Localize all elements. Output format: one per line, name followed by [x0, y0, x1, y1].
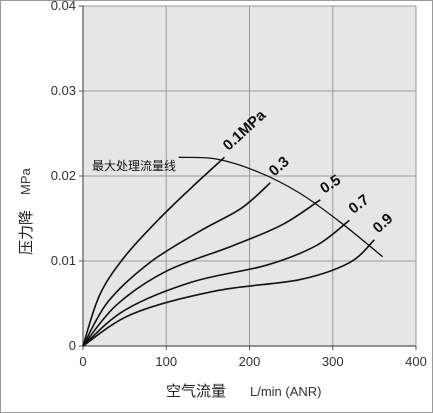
- max-flow-line: [178, 156, 384, 258]
- y-ticks: 0 0.01 0.02 0.03 0.04: [51, 0, 83, 353]
- series-line-1: [82, 182, 271, 347]
- series-line-2: [82, 199, 321, 347]
- y-axis-unit: MPa: [18, 168, 33, 196]
- y-tick-label: 0.04: [51, 0, 76, 13]
- x-tick-label: 0: [79, 354, 86, 369]
- y-tick-label: 0.02: [51, 168, 76, 183]
- series-lines: [82, 156, 384, 347]
- x-tick-label: 200: [239, 354, 261, 369]
- series-line-4: [82, 239, 375, 347]
- series-line-0: [82, 156, 226, 347]
- y-tick-label: 0.03: [51, 83, 76, 98]
- x-tick-label: 400: [405, 354, 427, 369]
- x-ticks: 0 100 200 300 400: [79, 346, 427, 369]
- x-axis-label: 空气流量: [166, 382, 226, 400]
- y-tick-label: 0.01: [51, 253, 76, 268]
- y-axis-label-group: 压力降 MPa: [17, 168, 35, 256]
- x-tick-label: 300: [322, 354, 344, 369]
- x-tick-label: 100: [155, 354, 177, 369]
- y-tick-label: 0: [69, 338, 76, 353]
- series-line-3: [82, 219, 350, 347]
- y-axis-label: 压力降: [17, 210, 35, 255]
- max-flow-line-label: 最大处理流量线: [92, 159, 176, 173]
- x-axis-unit: L/min (ANR): [250, 384, 322, 399]
